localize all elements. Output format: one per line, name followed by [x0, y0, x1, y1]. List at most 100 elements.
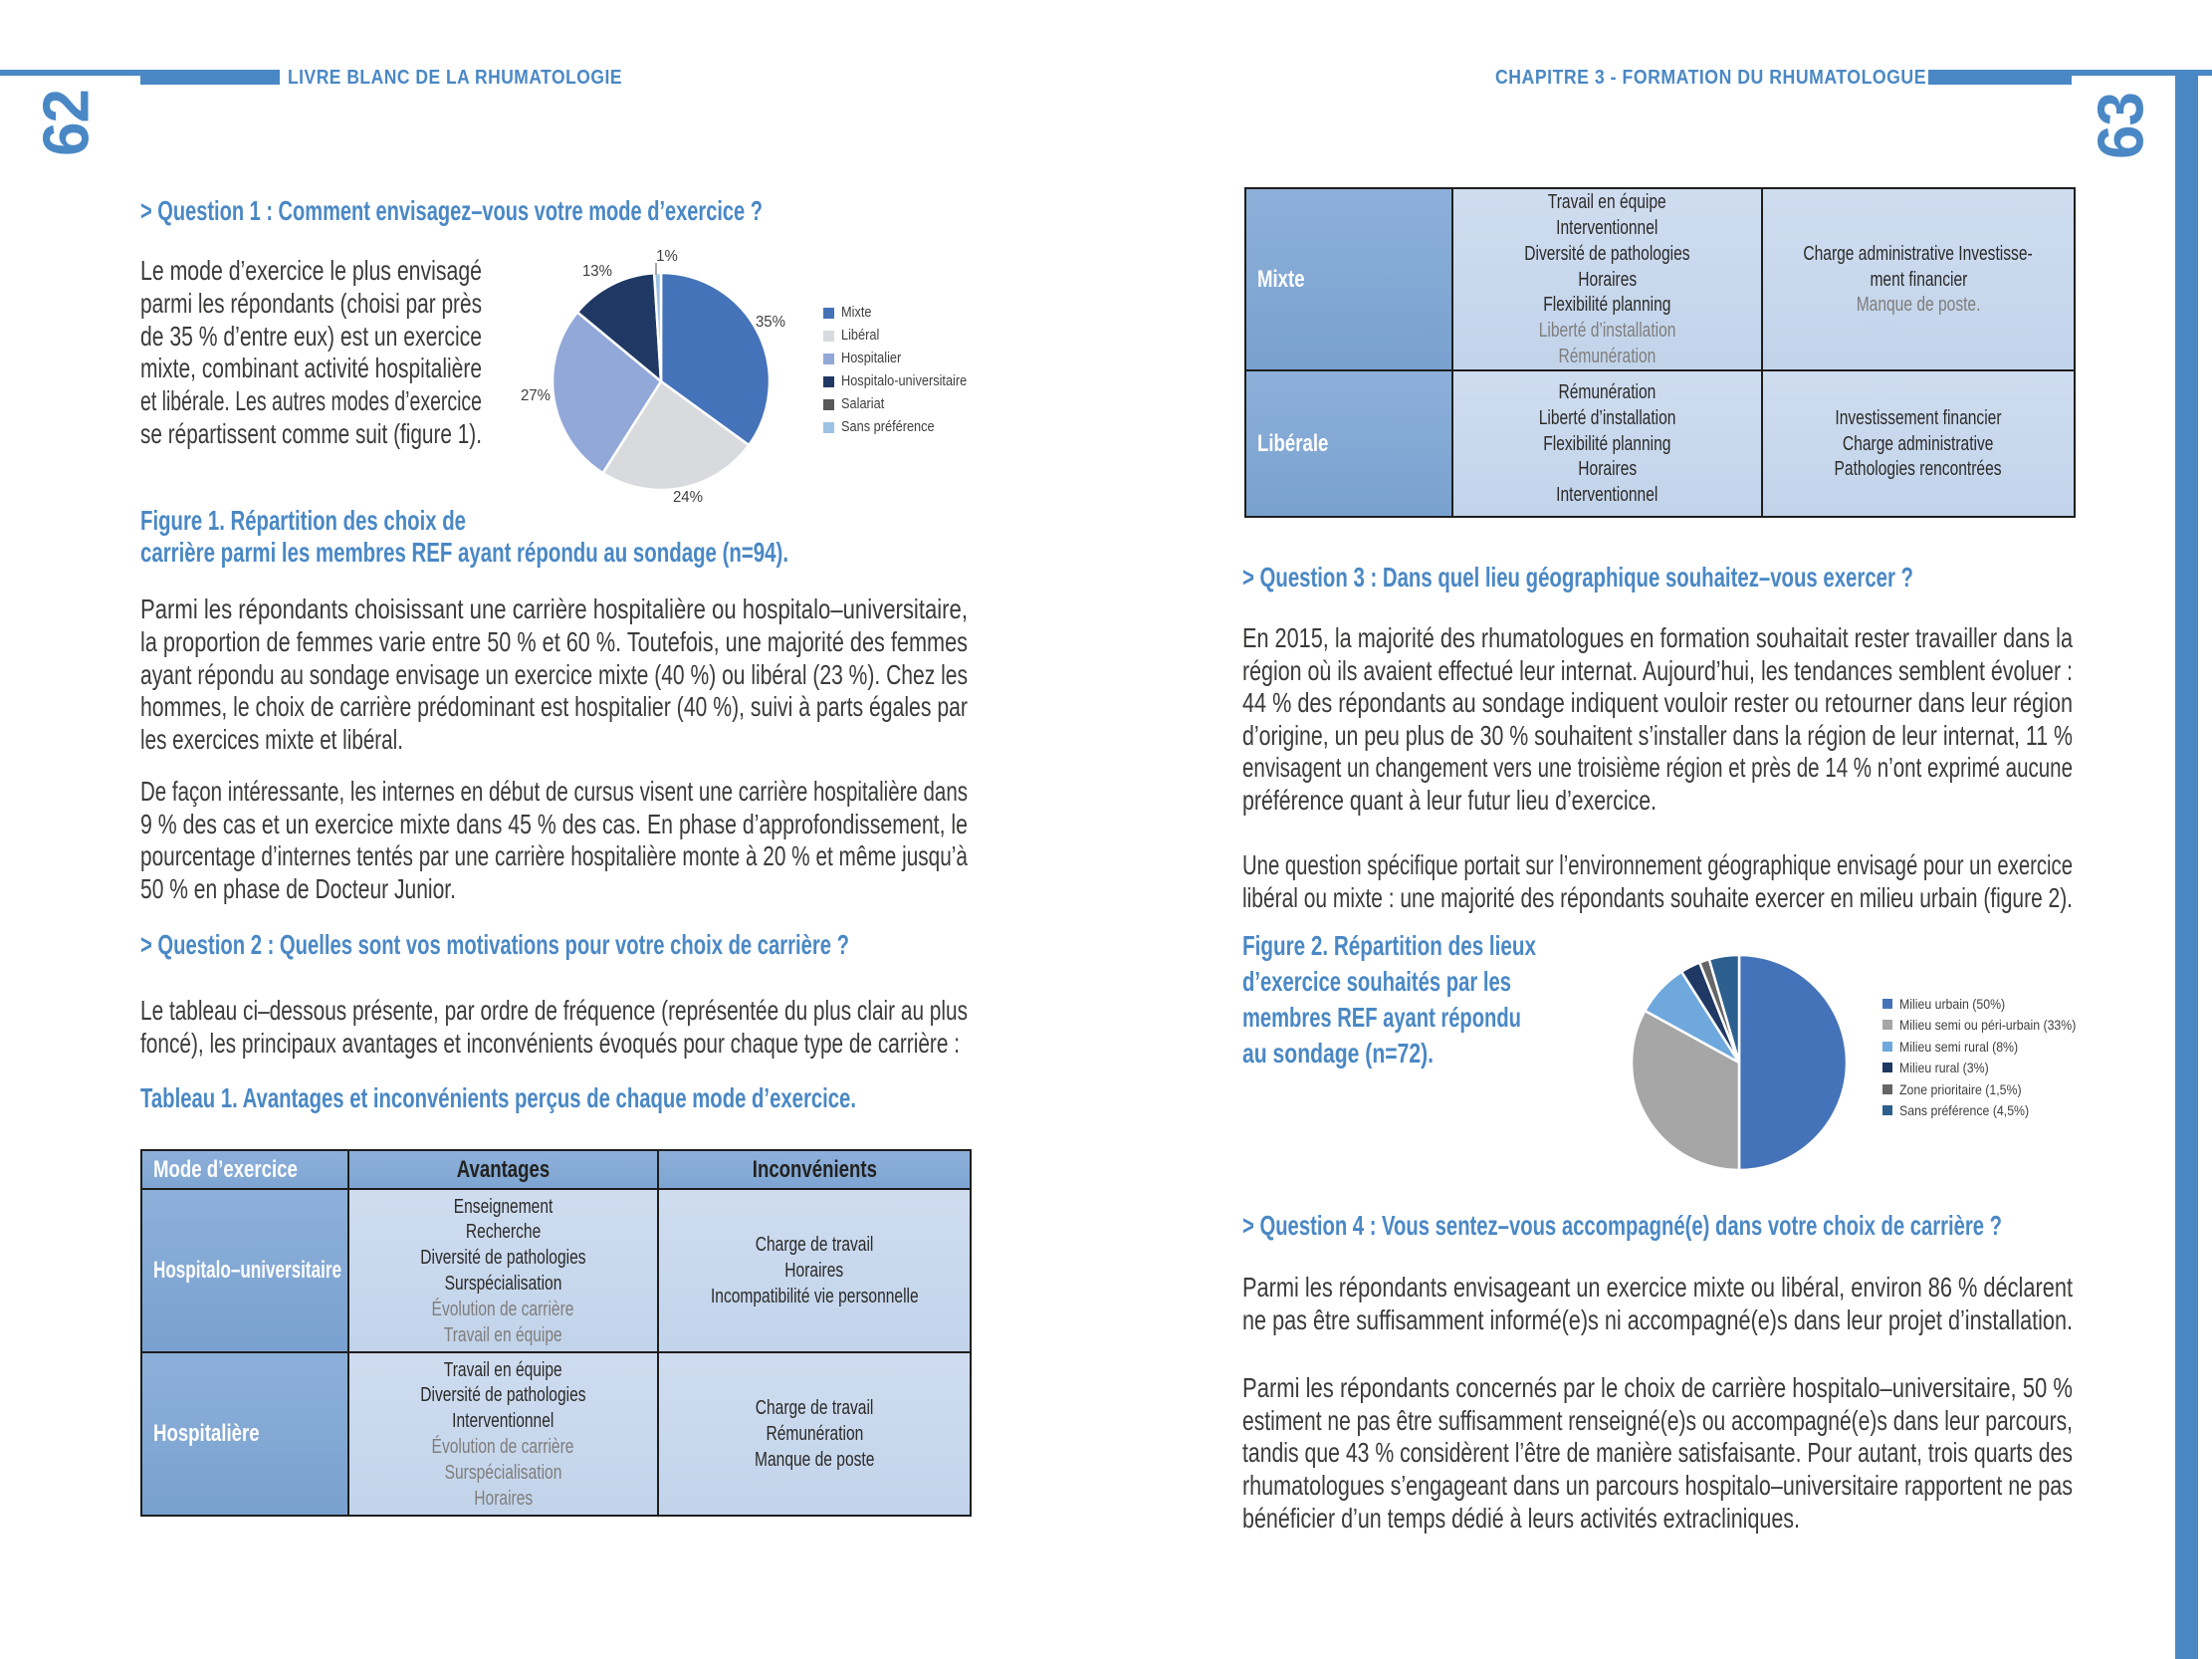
- text-line: Interventionnel: [1556, 216, 1659, 239]
- text-line: Recherche: [465, 1220, 542, 1244]
- text-line: tandis que 43 % considèrent l’être de ma…: [1242, 1437, 2073, 1469]
- text-line: Interventionnel: [1556, 483, 1659, 507]
- fig1-label-13: 13%: [581, 263, 613, 280]
- legend-swatch: [1882, 1105, 1892, 1116]
- table2-row1-disadvantages: Charge administrative Investisse-ment fi…: [1763, 189, 2074, 369]
- legend-label: Milieu semi ou péri-urbain (33%): [1899, 1017, 2077, 1034]
- figure1-caption: Figure 1. Répartition des choix de carriè…: [140, 505, 1012, 568]
- legend-label: Mixte: [841, 305, 872, 321]
- text-line: Diversité de pathologies: [420, 1383, 586, 1407]
- table1-title: Tableau 1. Avantages et inconvénients pe…: [140, 1081, 856, 1113]
- left-header-thin-rule: [0, 70, 140, 76]
- text-line: Le mode d’exercice le plus envisagé: [140, 255, 482, 286]
- fig1-label-27: 27%: [520, 387, 552, 404]
- right-page-number: 63: [2084, 92, 2157, 159]
- question3-heading: > Question 3 : Dans quel lieu géographiq…: [1242, 562, 1913, 593]
- text-line: Figure 2. Répartition des lieux: [1242, 929, 1536, 961]
- text-line: Surspécialisation: [444, 1460, 562, 1484]
- legend-item: Milieu semi ou péri-urbain (33%): [1882, 1015, 2101, 1037]
- fig1-leader-line: [655, 263, 657, 275]
- text-line: d’origine, un peu plus de 30 % souhaiten…: [1242, 719, 2073, 751]
- text-line: de 35 % d’entre eux) est un exercice: [140, 320, 482, 352]
- text-line: Liberté d’installation: [1538, 405, 1676, 429]
- text-line: Parmi les répondants concernés par le ch…: [1242, 1372, 2073, 1404]
- legend-item: Hospitalier: [823, 348, 910, 370]
- text-line: Surspécialisation: [444, 1272, 562, 1295]
- text-line: Évolution de carrière: [432, 1297, 574, 1320]
- text-line: ne pas être suffisamment informé(e)s ni …: [1242, 1304, 2073, 1335]
- legend-label: Hospitalier: [841, 351, 902, 366]
- legend-label: Hospitalo-universitaire: [841, 373, 968, 389]
- table1-header-mode: Mode d’exercice: [142, 1151, 347, 1188]
- right-edge-strip: [2175, 70, 2198, 1659]
- text-line: parmi les répondants (choisi par près: [140, 287, 482, 319]
- legend-label: Zone prioritaire (1,5%): [1899, 1080, 2022, 1097]
- text-line: Diversité de pathologies: [1524, 241, 1690, 265]
- text-line: la proportion de femmes varie entre 50 %…: [140, 625, 968, 657]
- legend-item: Mixte: [823, 302, 876, 325]
- table1-header-inconvenients: Inconvénients: [659, 1151, 970, 1188]
- legend-swatch: [1882, 1020, 1892, 1031]
- text-line: 50 % en phase de Docteur Junior.: [140, 872, 456, 904]
- text-line: 9 % des cas et un exercice mixte dans 45…: [140, 808, 968, 839]
- legend-swatch: [1882, 1083, 1892, 1094]
- text-line: estiment ne pas être suffisamment rensei…: [1242, 1404, 2073, 1436]
- table1-row1-disadvantages: Charge de travail Horaires Incompatibilité…: [659, 1190, 970, 1351]
- table1: Mode d’exercice Avantages Inconvénients …: [140, 1149, 972, 1517]
- text-line: Flexibilité planning: [1543, 293, 1671, 317]
- text-line: envisagent un changement vers une troisi…: [1242, 752, 2073, 784]
- text-line: hommes, le choix de carrière prédominant…: [140, 691, 968, 723]
- fig1-label-35: 35%: [755, 314, 786, 331]
- table1-row1-advantages: Enseignement Recherche Diversité de pathol…: [349, 1190, 657, 1351]
- text-line: d’exercice souhaités par les: [1242, 965, 1511, 997]
- legend-label: Salariat: [841, 396, 885, 412]
- pie-chart-figure1: [545, 265, 777, 498]
- text-line: ment financier: [1870, 267, 1967, 291]
- text-line: pourcentage d’internes tentés par une ca…: [140, 840, 968, 872]
- legend-swatch: [1882, 1041, 1892, 1052]
- legend-item: Zone prioritaire (1,5%): [1882, 1078, 2038, 1100]
- text-line: Parmi les répondants envisageant un exer…: [1242, 1272, 2073, 1304]
- legend-swatch: [1882, 1063, 1892, 1073]
- text-line: Charge administrative: [1843, 431, 1994, 455]
- legend-swatch: [823, 421, 834, 433]
- legend-item: Hospitalo-universitaire: [823, 370, 984, 393]
- text-line: En 2015, la majorité des rhumatologues e…: [1242, 622, 2073, 654]
- paragraph-q1-intro: Le mode d’exercice le plus envisagé parmi…: [140, 255, 623, 451]
- legend-item: Milieu rural (3%): [1882, 1058, 2001, 1079]
- text-line: se répartissent comme suit (figure 1).: [140, 417, 482, 449]
- legend-item: Sans préférence (4,5%): [1882, 1100, 2047, 1122]
- paragraph-gender: Parmi les répondants choisissant une car…: [140, 593, 1220, 756]
- text-line: Manque de poste.: [1856, 293, 1981, 317]
- text-line: Diversité de pathologies: [420, 1246, 586, 1270]
- text-line: Horaires: [1578, 457, 1637, 481]
- legend-item: Sans préférence: [823, 416, 947, 439]
- pie-slice-Milieu semi ou péri-urbain (33%): [1630, 1009, 1741, 1172]
- text-line: Charge de travail: [755, 1396, 874, 1420]
- text-line: membres REF ayant répondu: [1242, 1001, 1521, 1033]
- legend-label: Milieu semi rural (8%): [1899, 1038, 2019, 1055]
- text-line: Évolution de carrière: [432, 1435, 574, 1458]
- question2-heading: > Question 2 : Quelles sont vos motivati…: [140, 928, 849, 960]
- pie-slice-Hospitalier: [551, 311, 663, 475]
- table2-row2-label: Libérale: [1246, 371, 1451, 516]
- table2-row2-advantages: Rémunération Liberté d’installation Flexib…: [1453, 371, 1761, 516]
- pie-svg: [1630, 953, 1849, 1172]
- text-line: Pathologies rencontrées: [1834, 457, 2003, 481]
- text-line: Travail en équipe: [444, 1322, 562, 1346]
- text-line: Charge administrative Investisse-: [1803, 241, 2034, 265]
- left-header-thick-bar: [140, 70, 280, 85]
- paragraph-tableau-intro: Le tableau ci–dessous présente, par ordr…: [140, 995, 1233, 1060]
- chapter-title: CHAPITRE 3 - FORMATION DU RHUMATOLOGUE: [1495, 66, 1926, 89]
- legend-label: Libéral: [841, 328, 880, 344]
- text-line: carrière parmi les membres REF ayant rép…: [140, 536, 788, 568]
- legend-item: Milieu urbain (50%): [1882, 993, 2020, 1015]
- fig1-label-1: 1%: [656, 248, 678, 265]
- pie-slice-Sans préférence: [652, 271, 663, 383]
- text-line: Incompatibilité vie personnelle: [710, 1284, 919, 1307]
- text-line: bénéficier d’un temps dédié à leurs acti…: [1242, 1502, 1800, 1534]
- legend-item: Salariat: [823, 393, 890, 416]
- pie-slice-Sans préférence (4,5%): [1707, 953, 1741, 1065]
- legend-label: Milieu rural (3%): [1899, 1060, 1989, 1076]
